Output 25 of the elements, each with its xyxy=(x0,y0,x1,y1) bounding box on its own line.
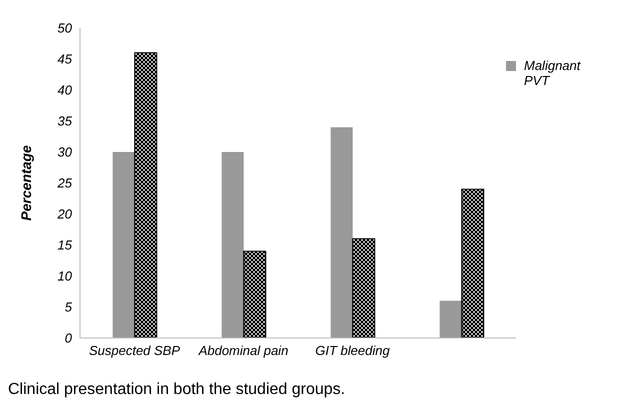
y-tick-label: 0 xyxy=(64,330,73,346)
y-axis-title: Percentage xyxy=(18,145,34,221)
x-tick-label: Suspected SBP xyxy=(88,343,180,358)
bar xyxy=(222,152,244,338)
y-tick-label: 10 xyxy=(58,268,73,284)
legend-label: Malignant PVT xyxy=(524,58,582,88)
y-tick-label: 25 xyxy=(56,176,73,191)
x-tick-label: GIT bleeding xyxy=(315,343,390,358)
y-tick-label: 50 xyxy=(58,20,73,36)
y-tick-label: 30 xyxy=(58,144,73,160)
y-tick-label: 15 xyxy=(58,238,73,253)
bar xyxy=(243,250,266,338)
y-tick-label: 20 xyxy=(56,206,73,222)
x-tick-label: Abdominal pain xyxy=(198,343,288,358)
y-tick-label: 45 xyxy=(58,52,73,67)
text: Clinical presentation in both the studied groups. xyxy=(8,381,346,399)
bar xyxy=(352,238,376,338)
bar xyxy=(440,300,462,338)
y-tick-label: 40 xyxy=(58,82,73,98)
y-tick-label: 5 xyxy=(64,300,73,315)
bar xyxy=(330,127,353,338)
bar xyxy=(112,152,135,338)
y-tick-label: 35 xyxy=(58,114,73,129)
bar xyxy=(134,52,158,338)
bar xyxy=(461,188,484,338)
